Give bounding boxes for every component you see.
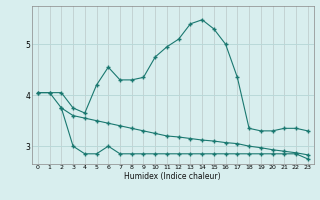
X-axis label: Humidex (Indice chaleur): Humidex (Indice chaleur): [124, 172, 221, 181]
